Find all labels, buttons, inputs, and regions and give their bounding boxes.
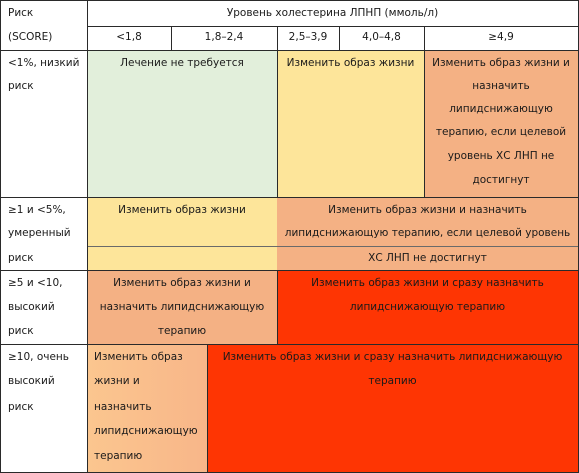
recommendation-lifestyle-drugs: Изменить образ bbox=[94, 351, 183, 363]
column-header-5: ≥4,9 bbox=[488, 31, 514, 43]
grid-line bbox=[87, 0, 88, 473]
header-score-label: (SCORE) bbox=[8, 31, 53, 43]
grid-line bbox=[87, 26, 579, 27]
recommendation-lifestyle-drugs: липидснижающую терапию, если целевой уро… bbox=[284, 227, 571, 239]
risk-label-moderate: риск bbox=[8, 252, 34, 264]
risk-label-low: риск bbox=[8, 80, 34, 92]
grid-line bbox=[0, 197, 579, 198]
cell-moderate-lifestyle-drugs bbox=[277, 197, 579, 270]
recommendation-lifestyle-now: липидснижающую терапию bbox=[349, 301, 506, 313]
recommendation-lifestyle-drugs: липидснижающую bbox=[449, 103, 553, 115]
recommendation-lifestyle-drugs: достигнут bbox=[472, 174, 530, 186]
recommendation-lifestyle-drugs: назначить bbox=[94, 401, 152, 413]
grid-line bbox=[0, 344, 579, 345]
cell-high-lifestyle-now bbox=[277, 270, 579, 344]
column-header-3: 2,5–3,9 bbox=[288, 31, 328, 43]
grid-line bbox=[339, 26, 340, 50]
recommendation-lifestyle-drugs: терапию bbox=[94, 450, 143, 462]
grid-line bbox=[277, 26, 278, 197]
risk-label-moderate: ≥1 и <5%, bbox=[8, 204, 66, 216]
recommendation-lifestyle-now: Изменить образ жизни и сразу назначить л… bbox=[222, 351, 563, 363]
recommendation-lifestyle-drugs: жизни и bbox=[94, 375, 140, 387]
grid-line bbox=[0, 0, 579, 1]
grid-line bbox=[171, 26, 172, 50]
header-risk-label: Риск bbox=[8, 7, 34, 19]
grid-line bbox=[277, 270, 278, 344]
grid-line bbox=[0, 50, 579, 51]
cell-very-high-lifestyle-drugs bbox=[87, 344, 207, 473]
recommendation-no-treatment: Лечение не требуется bbox=[120, 57, 244, 69]
header-ldl-title: Уровень холестерина ЛПНП (ммоль/л) bbox=[226, 7, 439, 19]
grid-line bbox=[0, 0, 1, 473]
recommendation-lifestyle: Изменить образ жизни bbox=[118, 204, 246, 216]
risk-label-very-high: риск bbox=[8, 401, 34, 413]
recommendation-lifestyle-drugs: терапию, если целевой bbox=[435, 126, 567, 138]
column-header-2: 1,8–2,4 bbox=[204, 31, 244, 43]
cell-low-lifestyle bbox=[277, 50, 424, 197]
cell-moderate-lifestyle bbox=[87, 197, 277, 270]
recommendation-lifestyle-drugs: терапию bbox=[157, 325, 207, 337]
risk-label-moderate: умеренный bbox=[8, 227, 71, 239]
cell-low-lifestyle-drugs bbox=[424, 50, 579, 197]
grid-line bbox=[424, 26, 425, 197]
recommendation-lifestyle-drugs: ХС ЛНП не достигнут bbox=[368, 252, 487, 264]
recommendation-lifestyle-drugs: назначить липидснижающую bbox=[99, 301, 265, 313]
risk-label-high: высокий bbox=[8, 301, 55, 313]
recommendation-lifestyle-drugs: уровень ХС ЛНП не bbox=[447, 150, 555, 162]
risk-label-high: риск bbox=[8, 325, 34, 337]
recommendation-lifestyle-drugs: назначить bbox=[472, 80, 530, 92]
column-header-4: 4,0–4,8 bbox=[362, 31, 401, 43]
recommendation-lifestyle-drugs: Изменить образ жизни и bbox=[432, 57, 570, 69]
risk-label-very-high: высокий bbox=[8, 375, 55, 387]
risk-label-very-high: ≥10, очень bbox=[8, 351, 69, 363]
recommendation-lifestyle-now: Изменить образ жизни и сразу назначить bbox=[311, 277, 544, 289]
recommendation-lifestyle-now: терапию bbox=[368, 375, 417, 387]
cell-very-high-lifestyle-now bbox=[207, 344, 579, 473]
recommendation-lifestyle-drugs: Изменить образ жизни и назначить bbox=[328, 204, 527, 216]
grid-line bbox=[207, 344, 208, 473]
risk-label-high: ≥5 и <10, bbox=[8, 277, 63, 289]
grid-line bbox=[0, 270, 579, 271]
cell-high-lifestyle-drugs bbox=[87, 270, 277, 344]
column-header-1: <1,8 bbox=[116, 31, 142, 43]
grid-line bbox=[87, 246, 579, 247]
cell-low-no-treatment bbox=[87, 50, 277, 197]
recommendation-lifestyle-drugs: Изменить образ жизни и bbox=[113, 277, 251, 289]
risk-label-low: <1%, низкий bbox=[8, 57, 80, 69]
recommendation-lifestyle: Изменить образ жизни bbox=[286, 57, 415, 69]
recommendation-lifestyle-drugs: липидснижающую bbox=[94, 425, 198, 437]
